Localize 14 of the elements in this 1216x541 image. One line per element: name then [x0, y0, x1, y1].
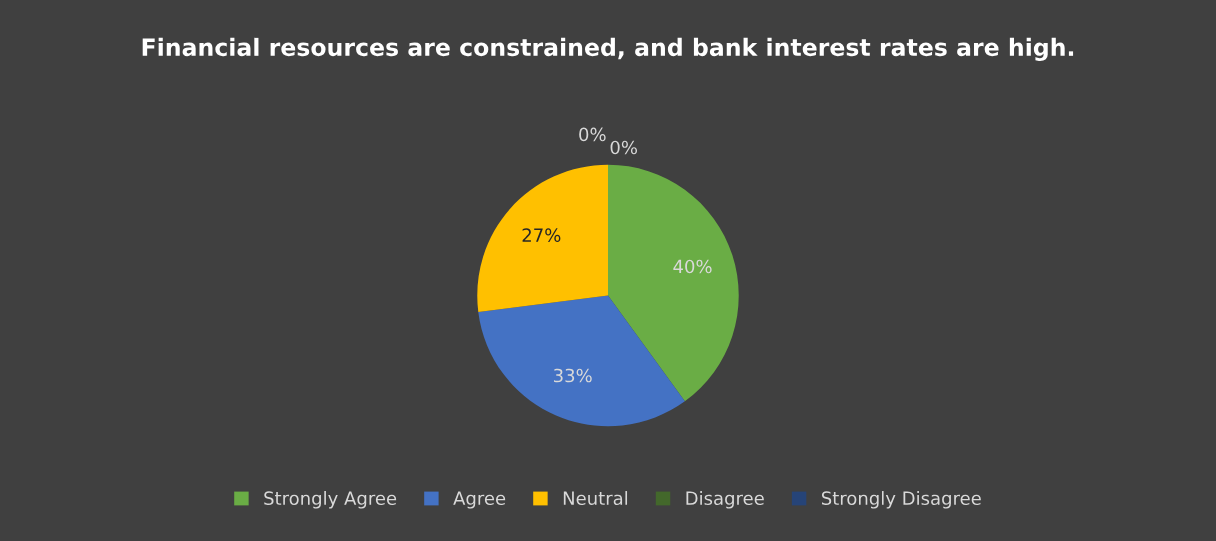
legend-label: Strongly Agree [264, 491, 397, 509]
text: 0% [579, 127, 606, 142]
pie-slice [477, 164, 608, 312]
legend-label: Agree [453, 491, 506, 509]
pie-slice [608, 164, 739, 402]
data-label: 27% [522, 228, 561, 242]
data-label: 33% [554, 368, 592, 383]
legend-label: Disagree [686, 491, 764, 509]
pie-slice [478, 295, 685, 427]
text: 0% [610, 140, 638, 155]
legend-label: Strongly Disagree [821, 491, 981, 509]
data-label: 40% [673, 259, 712, 274]
legend-label: Neutral [563, 491, 628, 506]
chart-title: Financial resources are constrained, and bank interest rates are high. [142, 37, 1074, 61]
